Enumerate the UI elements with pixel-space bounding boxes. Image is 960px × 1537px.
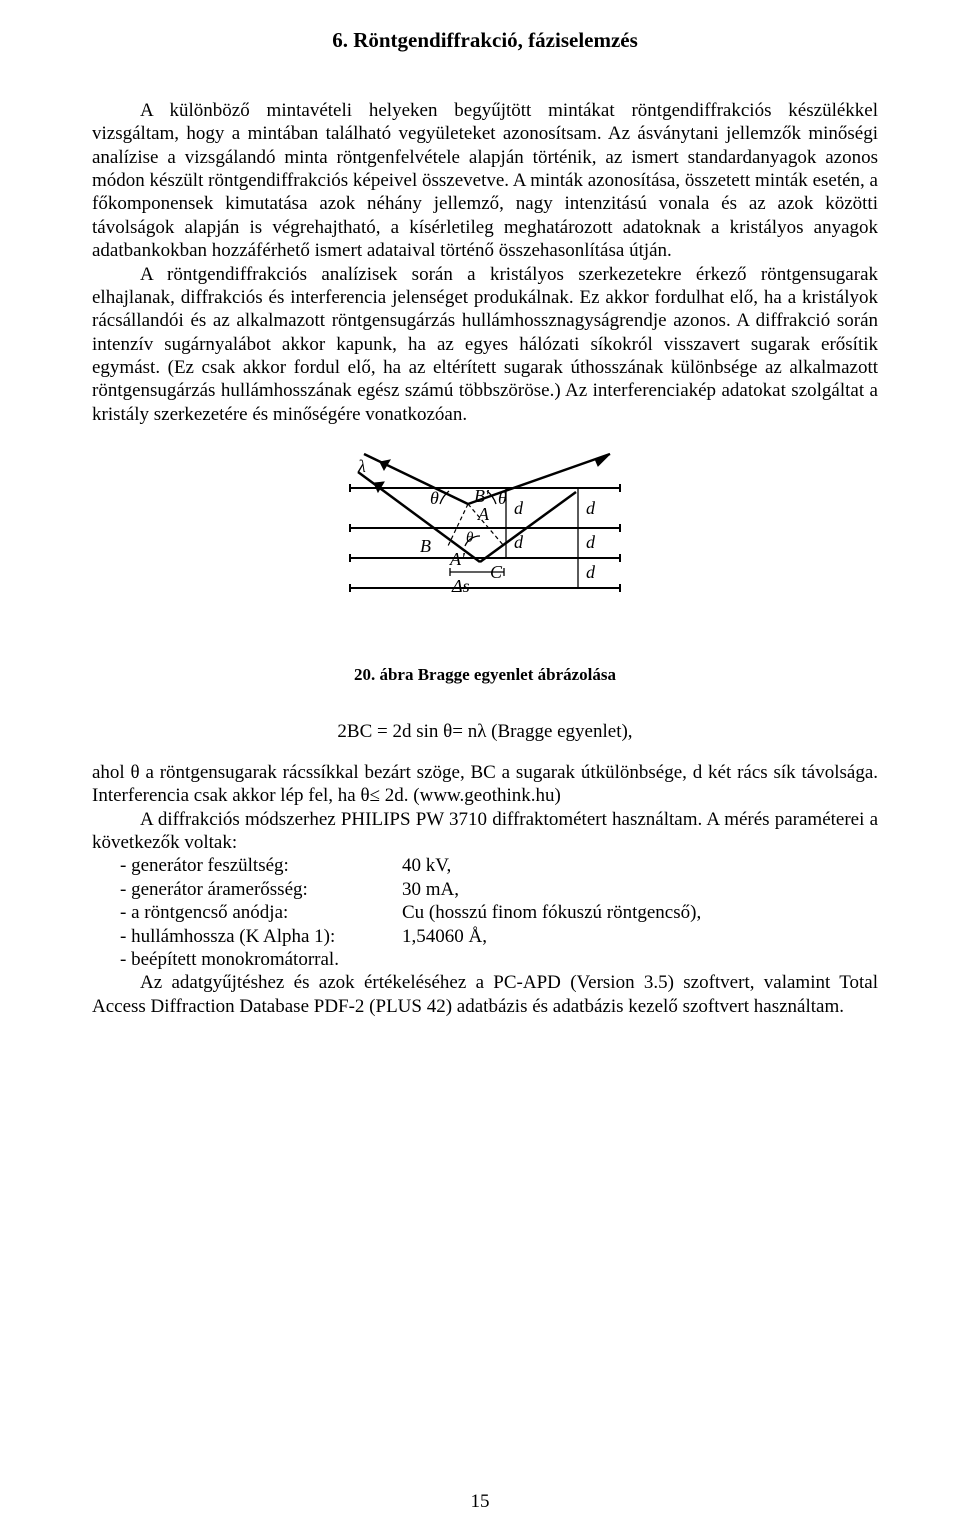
label-theta-mid: θ [466, 530, 474, 546]
paragraph-3: ahol θ a röntgensugarak rácssíkkal bezár… [92, 761, 878, 808]
parameter-list: - generátor feszültség: 40 kV, - generát… [92, 854, 878, 971]
label-Aprime: A' [449, 549, 466, 569]
param-value: 1,54060 Å, [402, 925, 487, 948]
param-label: - generátor feszültség: [92, 854, 402, 877]
label-C: C [490, 562, 503, 582]
paragraph-4: A diffrakciós módszerhez PHILIPS PW 3710… [92, 808, 878, 855]
param-value: 40 kV, [402, 854, 451, 877]
bragg-equation: 2BC = 2d sin θ= nλ (Bragge egyenlet), [92, 721, 878, 743]
label-d-3: d [586, 498, 596, 518]
label-d-2: d [514, 532, 524, 552]
param-label: - a röntgencső anódja: [92, 901, 402, 924]
paragraph-2: A röntgendiffrakciós analízisek során a … [92, 263, 878, 427]
label-d-4: d [586, 532, 596, 552]
figure-caption: 20. ábra Bragge egyenlet ábrázolása [92, 665, 878, 685]
param-label: - generátor áramerősség: [92, 878, 402, 901]
bragg-figure: λ θ θ θ B' A B A' C Δs d d d d d [92, 450, 878, 635]
section-heading: 6. Röntgendiffrakció, fáziselemzés [92, 28, 878, 53]
label-d-5: d [586, 562, 596, 582]
label-theta-right: θ [498, 488, 507, 508]
label-lambda: λ [357, 456, 366, 476]
param-row: - hullámhossza (K Alpha 1): 1,54060 Å, [92, 925, 878, 948]
param-row: - generátor feszültség: 40 kV, [92, 854, 878, 877]
page-number: 15 [0, 1491, 960, 1513]
param-row: - a röntgencső anódja: Cu (hosszú finom … [92, 901, 878, 924]
param-row: - beépített monokromátorral. [92, 948, 878, 971]
page: 6. Röntgendiffrakció, fáziselemzés A kül… [0, 0, 960, 1537]
param-label: - hullámhossza (K Alpha 1): [92, 925, 402, 948]
param-value: Cu (hosszú finom fókuszú röntgencső), [402, 901, 701, 924]
label-theta-left: θ [430, 488, 439, 508]
bragg-diagram-svg: λ θ θ θ B' A B A' C Δs d d d d d [320, 450, 650, 630]
param-value: 30 mA, [402, 878, 459, 901]
label-A: A [477, 504, 490, 524]
param-row: - generátor áramerősség: 30 mA, [92, 878, 878, 901]
label-Bprime: B' [474, 486, 490, 506]
label-d-1: d [514, 498, 524, 518]
paragraph-5: Az adatgyűjtéshez és azok értékeléséhez … [92, 971, 878, 1018]
label-B: B [420, 536, 431, 556]
paragraph-1: A különböző mintavételi helyeken begyűjt… [92, 99, 878, 263]
label-deltas: Δs [451, 576, 470, 596]
param-label: - beépített monokromátorral. [92, 948, 402, 971]
